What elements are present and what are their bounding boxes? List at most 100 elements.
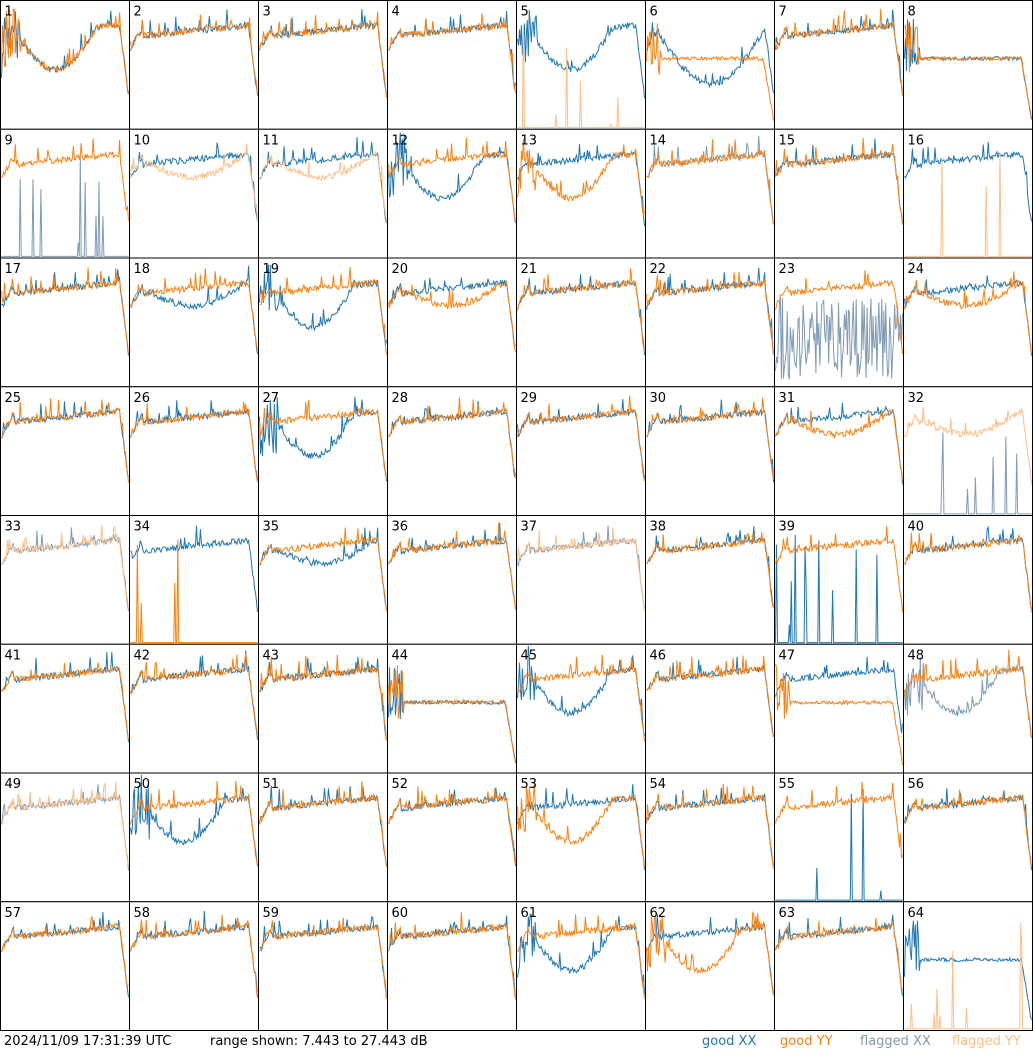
panel-25: 25 <box>0 386 130 516</box>
panel-frame <box>387 515 517 645</box>
panel-label: 41 <box>5 648 22 663</box>
series-yy <box>1 525 129 609</box>
panel-label: 18 <box>134 262 151 277</box>
series-yy <box>646 271 774 355</box>
panel-5: 5 <box>516 0 646 130</box>
series-xx <box>130 774 258 867</box>
panel-frame <box>903 772 1033 903</box>
panel-40: 40 <box>903 515 1033 645</box>
panel-frame <box>774 515 904 645</box>
panel-label: 50 <box>134 777 151 792</box>
panel-21: 21 <box>516 257 646 388</box>
series-yy <box>517 654 645 742</box>
panel-29: 29 <box>516 386 646 516</box>
panel-frame <box>258 901 388 1031</box>
panel-22: 22 <box>645 257 775 388</box>
panel-frame <box>129 0 259 130</box>
panel-frame <box>387 257 517 388</box>
panel-frame <box>645 515 775 645</box>
panel-28: 28 <box>387 386 517 516</box>
panel-label: 42 <box>134 648 151 663</box>
panel-label: 3 <box>263 5 271 20</box>
legend-flagged-xx: flagged XX <box>860 1034 931 1049</box>
panel-31: 31 <box>774 386 904 516</box>
series-xx <box>904 920 1032 1020</box>
panel-label: 36 <box>392 520 409 535</box>
panel-label: 15 <box>779 133 796 148</box>
panel-label: 19 <box>263 262 280 277</box>
panel-frame <box>387 386 517 516</box>
panel-frame <box>903 0 1033 130</box>
panel-frame <box>774 386 904 516</box>
series-yy <box>517 527 645 611</box>
panel-56: 56 <box>903 772 1033 903</box>
series-xx <box>517 784 645 871</box>
panel-1: 1 <box>0 0 130 130</box>
panel-48: 48 <box>903 643 1033 774</box>
panel-label: 33 <box>5 520 22 535</box>
panel-label: 53 <box>521 777 538 792</box>
panel-frame <box>774 643 904 774</box>
panel-53: 53 <box>516 772 646 903</box>
panel-label: 45 <box>521 648 538 663</box>
series-xx <box>904 141 1032 222</box>
legend-good-xx: good XX <box>702 1034 757 1049</box>
panel-label: 39 <box>779 520 796 535</box>
panel-label: 23 <box>779 262 796 277</box>
series-yy <box>259 527 387 612</box>
series-yy <box>388 786 516 866</box>
panel-6: 6 <box>645 0 775 130</box>
panel-4: 4 <box>387 0 517 130</box>
panel-label: 38 <box>650 520 667 535</box>
series-yy <box>517 395 645 482</box>
panel-label: 57 <box>5 906 22 921</box>
panel-label: 44 <box>392 648 409 663</box>
series-yy <box>388 522 516 610</box>
series-yy <box>388 664 516 762</box>
panel-frame <box>129 515 259 645</box>
panel-label: 7 <box>779 5 787 20</box>
panel-20: 20 <box>387 257 517 388</box>
series-yy <box>646 783 774 869</box>
panel-label: 47 <box>779 648 796 663</box>
series-yy <box>904 649 1032 739</box>
panel-14: 14 <box>645 128 775 259</box>
series-xx <box>775 534 903 644</box>
panel-33: 33 <box>0 515 130 645</box>
series-yy <box>1 916 129 986</box>
panel-26: 26 <box>129 386 259 516</box>
panel-15: 15 <box>774 128 904 259</box>
panel-60: 60 <box>387 901 517 1031</box>
series-xx <box>259 527 387 610</box>
panel-label: 43 <box>263 648 280 663</box>
panel-frame <box>387 772 517 903</box>
panel-frame <box>516 515 646 645</box>
series-xx <box>130 265 258 354</box>
panel-label: 46 <box>650 648 667 663</box>
series-xx <box>775 297 903 380</box>
panel-frame <box>774 901 904 1031</box>
series-yy <box>259 917 387 1000</box>
panel-label: 16 <box>908 133 925 148</box>
panel-12: 12 <box>387 128 517 259</box>
panel-frame <box>258 0 388 130</box>
panel-35: 35 <box>258 515 388 645</box>
panel-32: 32 <box>903 386 1033 516</box>
series-yy <box>775 8 903 97</box>
series-yy <box>130 401 258 483</box>
panel-frame <box>258 128 388 259</box>
panel-label: 37 <box>521 520 538 535</box>
series-yy <box>1 138 129 221</box>
series-yy <box>517 914 645 999</box>
series-yy <box>259 150 387 222</box>
panel-label: 30 <box>650 391 667 406</box>
series-yy <box>904 23 1032 119</box>
panel-51: 51 <box>258 772 388 903</box>
panel-frame <box>0 515 130 645</box>
panel-frame <box>129 257 259 388</box>
series-yy <box>775 663 903 765</box>
series-yy <box>1 398 129 483</box>
series-yy <box>130 780 258 866</box>
range-text: range shown: 7.443 to 27.443 dB <box>210 1034 428 1049</box>
panel-frame <box>387 901 517 1031</box>
